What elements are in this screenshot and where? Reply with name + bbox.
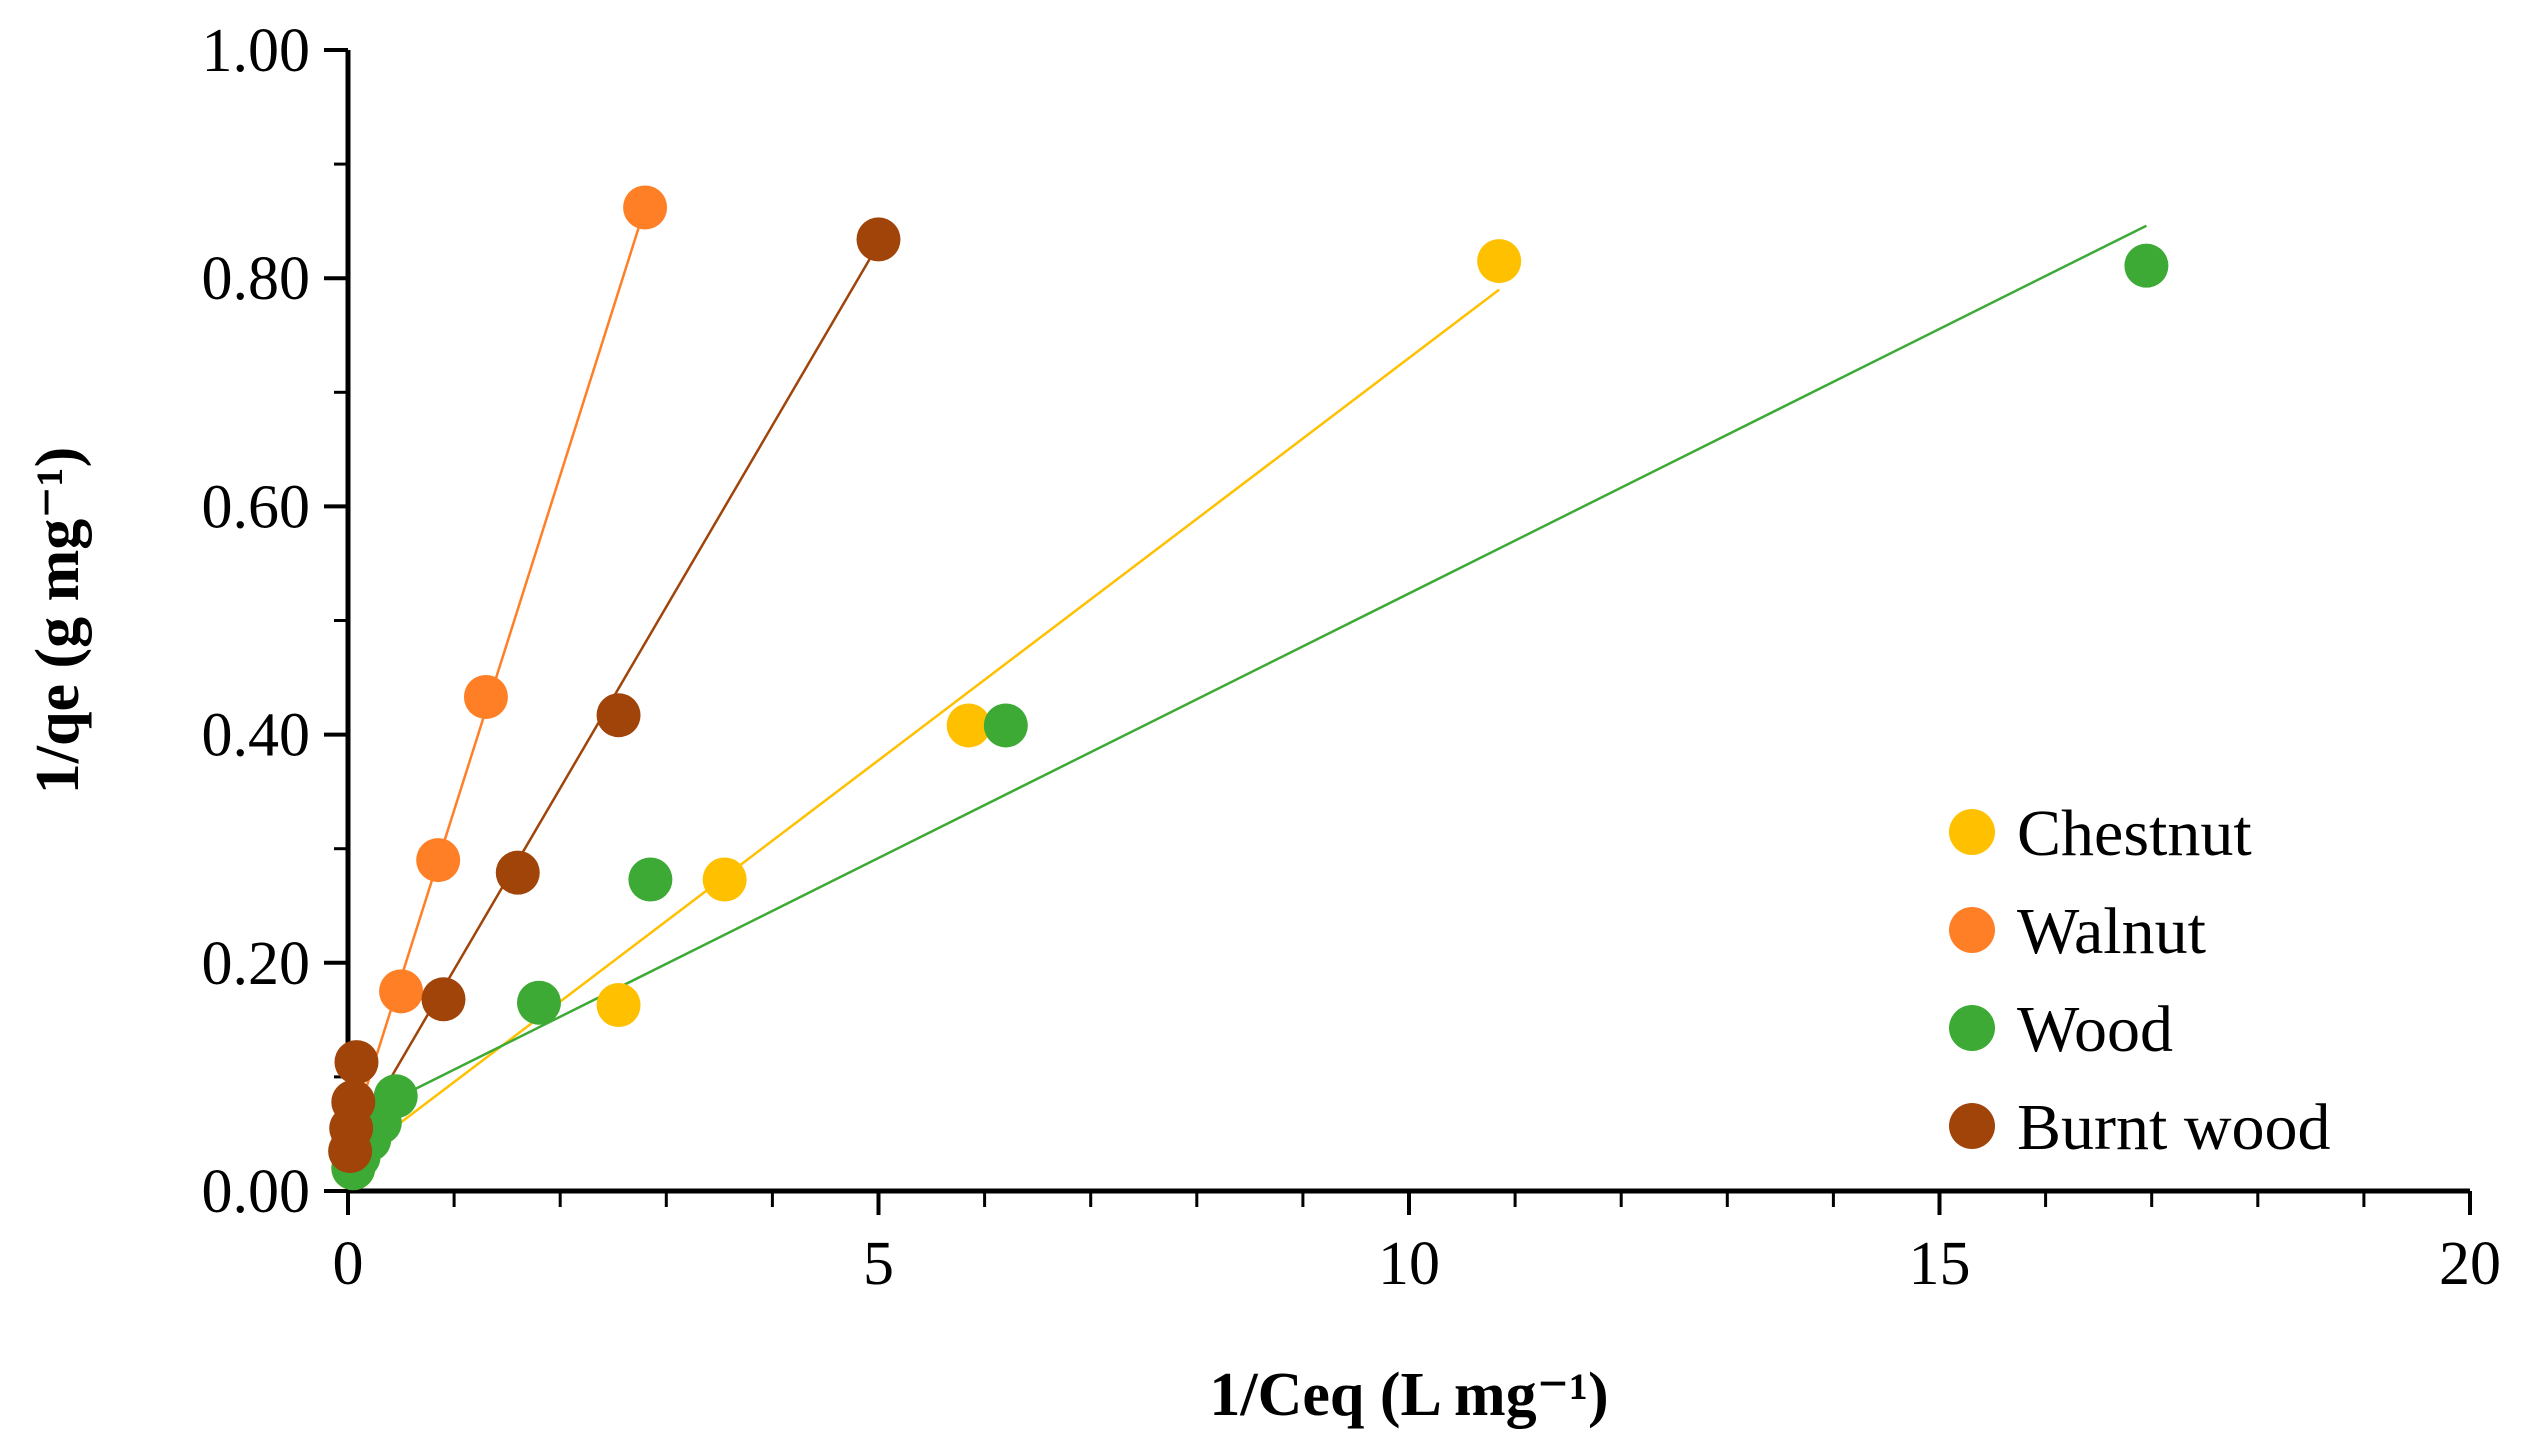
y-tick-label: 0.40 [202, 702, 311, 770]
legend-marker [1949, 907, 1995, 953]
data-point-burnt-wood [331, 1080, 376, 1125]
legend-item-walnut: Walnut [1949, 895, 2206, 968]
legend-marker [1949, 809, 1995, 855]
data-point-burnt-wood [856, 217, 901, 262]
data-points [328, 185, 2169, 1191]
x-tick-label: 0 [333, 1230, 364, 1298]
data-point-burnt-wood [495, 850, 540, 895]
x-tick-label: 5 [863, 1230, 894, 1298]
legend-label: Walnut [2017, 895, 2206, 968]
trendline-wood [347, 224, 2147, 1124]
axes: 0 5 10 15 20 0.00 0.20 0.40 0.60 0.80 1.00 [202, 17, 2502, 1298]
legend-label: Chestnut [2017, 797, 2252, 870]
data-point-chestnut [596, 983, 641, 1028]
y-tick-label: 0.00 [202, 1158, 311, 1226]
data-point-wood [628, 857, 673, 902]
data-point-wood [2124, 243, 2169, 288]
data-point-burnt-wood [596, 693, 641, 738]
data-point-walnut [416, 838, 461, 883]
y-tick-label: 1.00 [202, 17, 311, 85]
legend-label: Wood [2017, 993, 2173, 1066]
x-tick-label: 10 [1378, 1230, 1440, 1298]
trendline-chestnut [347, 288, 1500, 1164]
legend: Chestnut Walnut Wood Burnt wood [1949, 797, 2331, 1164]
data-point-burnt-wood [334, 1040, 379, 1085]
legend-item-burnt-wood: Burnt wood [1949, 1091, 2331, 1164]
x-tick-label: 15 [1909, 1230, 1971, 1298]
legend-marker [1949, 1103, 1995, 1149]
y-tick-label: 0.80 [202, 245, 311, 313]
data-point-walnut [623, 185, 668, 230]
x-axis-title: 1/Ceq (L mg⁻¹) [1209, 1361, 1608, 1429]
legend-item-chestnut: Chestnut [1949, 797, 2252, 870]
data-point-burnt-wood [421, 977, 466, 1022]
data-point-walnut [463, 674, 508, 719]
data-point-wood [373, 1074, 418, 1119]
data-point-chestnut [702, 857, 747, 902]
y-axis-title: 1/qe (g mg⁻¹) [24, 447, 92, 794]
legend-marker [1949, 1005, 1995, 1051]
x-tick-label: 20 [2439, 1230, 2501, 1298]
legend-label: Burnt wood [2017, 1091, 2331, 1164]
y-tick-label: 0.20 [202, 930, 311, 998]
y-tick-label: 0.60 [202, 473, 311, 541]
data-point-chestnut [946, 703, 991, 748]
data-point-wood [516, 980, 561, 1025]
data-point-chestnut [1477, 239, 1522, 284]
data-point-walnut [379, 969, 424, 1014]
legend-item-wood: Wood [1949, 993, 2173, 1066]
data-point-wood [983, 703, 1028, 748]
